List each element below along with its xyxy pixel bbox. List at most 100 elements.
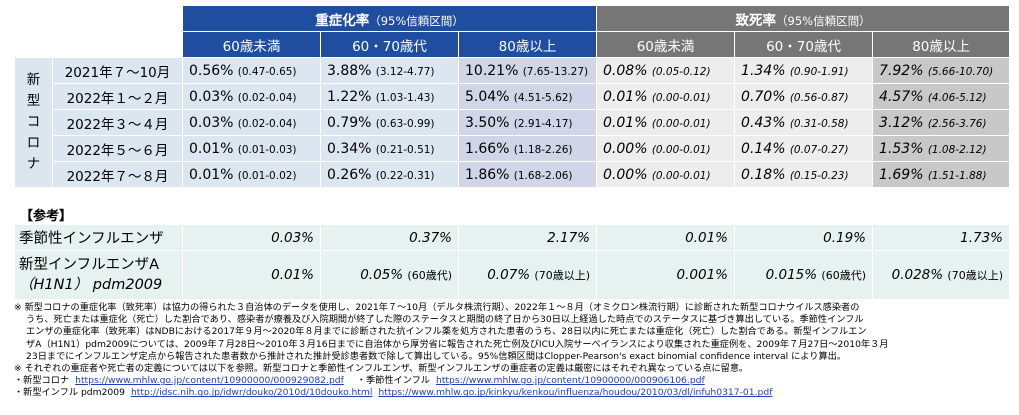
table-row: 2022年７～８月 0.01% (0.01-0.02) 0.26% (0.22-0.… (15, 161, 1011, 188)
rate-value: 0.001% (676, 267, 728, 283)
rate-value: 0.00% (603, 140, 648, 157)
confidence-interval: (0.22-0.31) (375, 169, 435, 182)
fatal-rate-cell: 1.34% (0.90-1.91) (734, 57, 874, 84)
severe-rate-cell: 0.34% (0.21-0.51) (320, 135, 459, 162)
fatal-rate-cell: 0.01% (0.00-0.01) (596, 83, 736, 110)
h1n1-value: 0.015% (60歳代) (734, 250, 873, 300)
confidence-interval: (1.68-2.06) (513, 169, 573, 182)
source-link[interactable]: http://idsc.nih.go.jp/idwr/douko/2010d/1… (130, 387, 373, 399)
fatal-rate-cell: 0.01% (0.00-0.01) (596, 109, 736, 136)
h1n1-name-line1: 新型インフルエンザA (19, 257, 159, 273)
rate-value: 10.21% (465, 62, 519, 79)
note-line: うち、死亡または重症化（死亡）した割合であり、感染者が療養及び入院期間が終了した… (26, 314, 864, 326)
period-label: 2021年７～10月 (52, 57, 183, 84)
seasonal-flu-label: 季節性インフルエンザ (14, 224, 183, 251)
rate-value: 0.01% (189, 166, 234, 183)
confidence-interval: (0.01-0.03) (237, 143, 297, 156)
rate-value: 0.01% (603, 114, 648, 131)
severe-rate-cell: 1.66% (1.18-2.26) (457, 135, 598, 162)
confidence-interval: (0.47-0.65) (237, 65, 297, 78)
period-label: 2022年１～２月 (52, 83, 183, 110)
fatal-rate-cell: 0.00% (0.00-0.01) (596, 135, 736, 162)
fatal-title: 致死率 (735, 12, 777, 29)
rate-value: 0.015% (765, 267, 818, 283)
confidence-interval: (2.91-4.17) (513, 117, 573, 130)
rate-value: 0.01% (271, 267, 314, 283)
seasonal-value: 0.03% (182, 224, 321, 251)
severe-rate-cell: 3.88% (3.12-4.77) (320, 57, 459, 84)
confidence-interval: (2.56-3.76) (927, 117, 987, 130)
age-suffix: (60歳代) (407, 269, 452, 282)
rate-value: 0.028% (891, 267, 944, 283)
rate-value: 1.22% (327, 88, 372, 105)
rate-value: 0.79% (327, 114, 372, 131)
rate-value: 3.12% (879, 114, 924, 131)
rate-value: 0.18% (741, 166, 786, 183)
confidence-interval: (0.21-0.51) (375, 143, 435, 156)
h1n1-label: 新型インフルエンザA （H1N1） pdm2009 (14, 250, 183, 300)
period-label: 2022年３～４月 (52, 109, 183, 136)
rate-value: 3.88% (327, 62, 372, 79)
h1n1-value: 0.028% (70歳以上) (872, 250, 1010, 300)
rate-value: 3.50% (465, 114, 510, 131)
confidence-interval: (0.07-0.27) (789, 143, 849, 156)
age-header: 60歳未満 (596, 31, 736, 58)
source-link[interactable]: https://www.mhlw.go.jp/content/10900000/… (436, 375, 705, 387)
confidence-interval: (0.02-0.04) (237, 91, 297, 104)
note-line: ※ 新型コロナの重症化率（致死率）は協力の得られた３自治体のデータを使用し、20… (14, 302, 860, 313)
table-row: 2022年１～２月 0.03% (0.02-0.04) 1.22% (1.03-1.… (15, 83, 1011, 110)
covid-label: 新型コロナ (14, 57, 53, 188)
rate-value: 1.69% (879, 166, 924, 183)
source-line: ・新型インフル pdm2009 http://idsc.nih.go.jp/idw… (14, 387, 1009, 399)
confidence-interval: (4.06-5.12) (927, 91, 987, 104)
severe-rate-cell: 1.86% (1.68-2.06) (457, 161, 598, 188)
confidence-interval: (5.66-10.70) (927, 65, 994, 78)
fatal-rate-cell: 0.00% (0.00-0.01) (596, 161, 736, 188)
confidence-interval: (0.05-0.12) (651, 65, 711, 78)
fatal-rate-cell: 1.69% (1.51-1.88) (872, 161, 1011, 188)
age-header: 60・70歳代 (320, 31, 459, 58)
rate-value: 0.14% (741, 140, 786, 157)
source-link[interactable]: https://www.mhlw.go.jp/content/10900000/… (75, 375, 344, 387)
note-line: 23日までにインフルエンザ定点から報告された患者数から推計された推計受診患者数で… (26, 350, 847, 362)
seasonal-value: 0.01% (596, 224, 735, 251)
severe-rate-cell: 0.03% (0.02-0.04) (182, 109, 321, 136)
rate-value: 0.56% (189, 62, 234, 79)
rate-value: 1.34% (741, 62, 786, 79)
source-line: ・新型コロナ https://www.mhlw.go.jp/content/109… (14, 375, 1009, 387)
rate-value: 5.04% (465, 88, 510, 105)
period-label: 2022年７～８月 (52, 161, 183, 188)
confidence-interval: (0.02-0.04) (237, 117, 297, 130)
seasonal-value: 1.73% (872, 224, 1010, 251)
severe-rate-cell: 0.56% (0.47-0.65) (182, 57, 321, 84)
fatal-rate-cell: 0.43% (0.31-0.58) (734, 109, 874, 136)
footnotes: ※ 新型コロナの重症化率（致死率）は協力の得られた３自治体のデータを使用し、20… (14, 302, 1009, 400)
confidence-interval: (0.15-0.23) (789, 169, 849, 182)
note-line: ※ それぞれの重症者や死亡者の定義については以下を参照。新型コロナと季節性インフ… (14, 363, 749, 375)
fatal-rate-cell: 3.12% (2.56-3.76) (872, 109, 1011, 136)
rate-value: 0.00% (603, 166, 648, 183)
rate-value: 0.43% (741, 114, 786, 131)
table-row: 2022年３～４月 0.03% (0.02-0.04) 0.79% (0.63-0.… (15, 109, 1011, 136)
confidence-interval: (0.00-0.01) (651, 169, 711, 182)
rate-value: 1.66% (465, 140, 510, 157)
fatal-ci-label: （95%信頼区間） (776, 13, 871, 28)
severe-rate-cell: 3.50% (2.91-4.17) (457, 109, 598, 136)
confidence-interval: (1.51-1.88) (927, 169, 987, 182)
h1n1-value: 0.001% (596, 250, 735, 300)
table-row: 新型コロナ 2021年７～10月 0.56% (0.47-0.65) 3.88% (3… (14, 57, 1011, 188)
severe-title: 重症化率 (315, 12, 370, 29)
confidence-interval: (0.00-0.01) (651, 117, 711, 130)
seasonal-value: 0.37% (320, 224, 459, 251)
source-label: ・新型コロナ (14, 375, 70, 387)
source-link[interactable]: https://www.mhlw.go.jp/kinkyu/kenkou/inf… (378, 387, 773, 399)
age-header: 80歳以上 (457, 31, 598, 58)
severe-rate-cell: 0.26% (0.22-0.31) (320, 161, 459, 188)
age-header: 60・70歳代 (734, 31, 874, 58)
age-suffix: (70歳以上) (947, 269, 1003, 282)
age-suffix: (60歳代) (821, 269, 866, 282)
age-header: 80歳以上 (872, 31, 1011, 58)
source-label: ・季節性インフル (356, 375, 430, 387)
rate-value: 0.07% (487, 267, 531, 283)
source-label: ・新型インフル pdm2009 (14, 387, 125, 399)
